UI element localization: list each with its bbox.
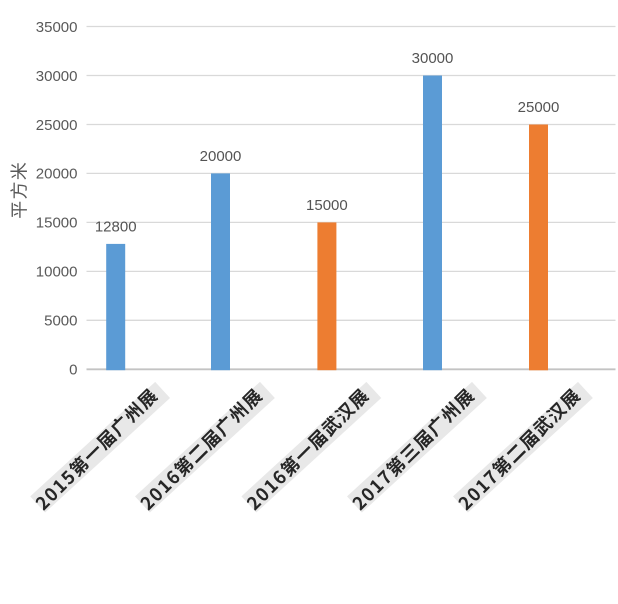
svg-text:30000: 30000 <box>412 50 454 67</box>
svg-text:10000: 10000 <box>36 264 78 281</box>
svg-text:12800: 12800 <box>95 218 137 235</box>
svg-text:30000: 30000 <box>36 68 78 85</box>
svg-text:5000: 5000 <box>44 313 77 330</box>
svg-text:15000: 15000 <box>36 215 78 232</box>
svg-text:35000: 35000 <box>36 19 78 36</box>
svg-text:0: 0 <box>69 362 77 379</box>
svg-text:25000: 25000 <box>36 117 78 134</box>
svg-text:20000: 20000 <box>36 166 78 183</box>
svg-text:15000: 15000 <box>306 197 348 214</box>
svg-text:20000: 20000 <box>200 148 242 165</box>
svg-text:25000: 25000 <box>518 99 560 116</box>
